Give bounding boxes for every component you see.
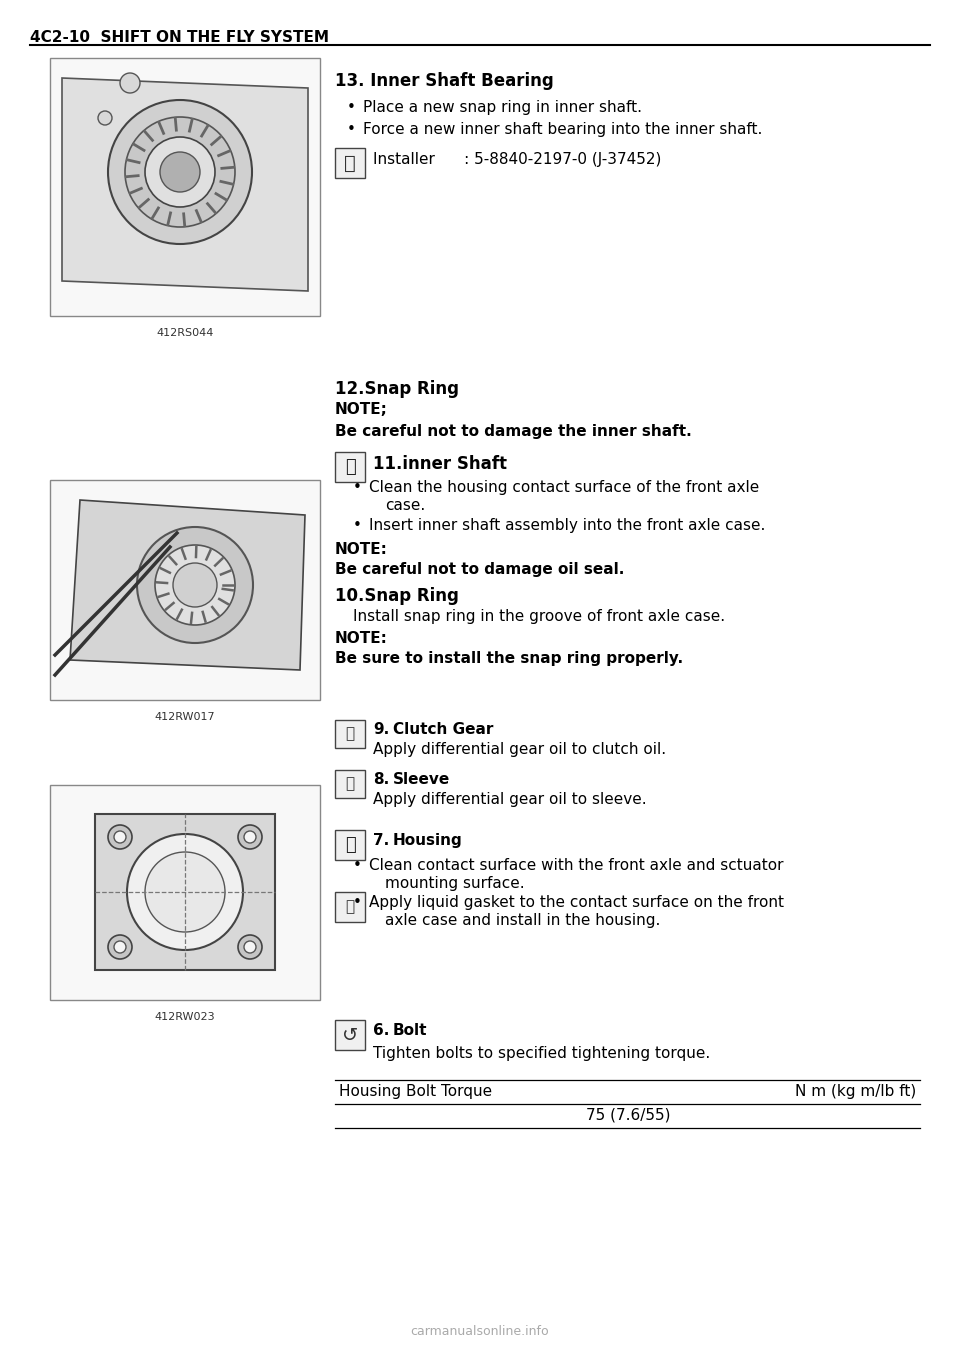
Text: 412RS044: 412RS044 xyxy=(156,329,214,338)
Text: 10.Snap Ring: 10.Snap Ring xyxy=(335,587,459,606)
Text: •: • xyxy=(347,122,356,137)
Text: mounting surface.: mounting surface. xyxy=(385,876,524,891)
Text: axle case and install in the housing.: axle case and install in the housing. xyxy=(385,913,660,928)
Circle shape xyxy=(244,941,256,953)
Bar xyxy=(335,148,365,178)
Text: 11.inner Shaft: 11.inner Shaft xyxy=(373,455,507,473)
Text: Apply differential gear oil to sleeve.: Apply differential gear oil to sleeve. xyxy=(373,792,647,807)
Circle shape xyxy=(108,100,252,244)
Text: Sleeve: Sleeve xyxy=(393,771,450,788)
Bar xyxy=(50,479,320,699)
Text: 7.: 7. xyxy=(373,832,389,847)
Polygon shape xyxy=(70,500,305,669)
Bar xyxy=(50,785,320,999)
Text: 8.: 8. xyxy=(373,771,389,788)
Bar xyxy=(50,58,320,316)
Text: •: • xyxy=(353,895,362,910)
Circle shape xyxy=(145,137,215,206)
Circle shape xyxy=(114,831,126,843)
Polygon shape xyxy=(62,77,308,291)
Circle shape xyxy=(145,851,225,932)
Text: Apply differential gear oil to clutch oil.: Apply differential gear oil to clutch oi… xyxy=(373,741,666,756)
Bar xyxy=(335,452,365,482)
Text: Install snap ring in the groove of front axle case.: Install snap ring in the groove of front… xyxy=(353,608,725,623)
Text: ✊: ✊ xyxy=(345,837,355,854)
Text: NOTE:: NOTE: xyxy=(335,631,388,646)
Text: Force a new inner shaft bearing into the inner shaft.: Force a new inner shaft bearing into the… xyxy=(363,122,762,137)
Text: Be careful not to damage oil seal.: Be careful not to damage oil seal. xyxy=(335,562,624,577)
Text: Bolt: Bolt xyxy=(393,1023,427,1038)
Circle shape xyxy=(244,831,256,843)
Bar xyxy=(335,720,365,748)
Text: Clean the housing contact surface of the front axle: Clean the housing contact surface of the… xyxy=(369,479,759,496)
Text: ↺: ↺ xyxy=(342,1025,358,1044)
Circle shape xyxy=(160,152,200,191)
Text: Be sure to install the snap ring properly.: Be sure to install the snap ring properl… xyxy=(335,650,684,665)
Text: Clean contact surface with the front axle and sctuator: Clean contact surface with the front axl… xyxy=(369,858,783,873)
Text: 75 (7.6/55): 75 (7.6/55) xyxy=(586,1108,670,1123)
Bar xyxy=(335,830,365,860)
Text: carmanualsonline.info: carmanualsonline.info xyxy=(411,1325,549,1338)
Text: 13. Inner Shaft Bearing: 13. Inner Shaft Bearing xyxy=(335,72,554,90)
Text: ⓠ: ⓠ xyxy=(346,899,354,914)
Circle shape xyxy=(137,527,253,642)
Text: •: • xyxy=(353,858,362,873)
Text: •: • xyxy=(353,479,362,496)
Circle shape xyxy=(127,834,243,951)
Text: 🛢: 🛢 xyxy=(346,777,354,792)
Text: 412RW023: 412RW023 xyxy=(155,1012,215,1023)
Text: Insert inner shaft assembly into the front axle case.: Insert inner shaft assembly into the fro… xyxy=(369,517,765,532)
Circle shape xyxy=(155,545,235,625)
Text: ✊: ✊ xyxy=(345,458,355,477)
Text: Place a new snap ring in inner shaft.: Place a new snap ring in inner shaft. xyxy=(363,100,642,115)
Text: Apply liquid gasket to the contact surface on the front: Apply liquid gasket to the contact surfa… xyxy=(369,895,784,910)
Circle shape xyxy=(108,826,132,849)
Bar xyxy=(335,892,365,922)
Text: 6.: 6. xyxy=(373,1023,390,1038)
Text: 12.Snap Ring: 12.Snap Ring xyxy=(335,380,459,398)
Text: Ⓤ: Ⓤ xyxy=(344,153,356,172)
Bar xyxy=(335,770,365,799)
Circle shape xyxy=(238,936,262,959)
Text: 🛢: 🛢 xyxy=(346,727,354,741)
Text: 4C2-10  SHIFT ON THE FLY SYSTEM: 4C2-10 SHIFT ON THE FLY SYSTEM xyxy=(30,30,329,45)
Text: •: • xyxy=(347,100,356,115)
Text: Clutch Gear: Clutch Gear xyxy=(393,722,493,737)
Circle shape xyxy=(125,117,235,227)
Text: Housing: Housing xyxy=(393,832,463,847)
Text: •: • xyxy=(353,517,362,532)
Text: 9.: 9. xyxy=(373,722,389,737)
Text: 412RW017: 412RW017 xyxy=(155,712,215,722)
Bar xyxy=(335,1020,365,1050)
Text: NOTE:: NOTE: xyxy=(335,542,388,557)
Circle shape xyxy=(238,826,262,849)
Text: Housing Bolt Torque: Housing Bolt Torque xyxy=(339,1084,492,1099)
Circle shape xyxy=(120,73,140,92)
Text: N m (kg m/lb ft): N m (kg m/lb ft) xyxy=(795,1084,916,1099)
Text: NOTE;: NOTE; xyxy=(335,402,388,417)
Bar xyxy=(95,813,275,970)
Circle shape xyxy=(114,941,126,953)
Text: case.: case. xyxy=(385,498,425,513)
Text: Installer      : 5-8840-2197-0 (J-37452): Installer : 5-8840-2197-0 (J-37452) xyxy=(373,152,661,167)
Text: Be careful not to damage the inner shaft.: Be careful not to damage the inner shaft… xyxy=(335,424,692,439)
Text: Tighten bolts to specified tightening torque.: Tighten bolts to specified tightening to… xyxy=(373,1046,710,1061)
Bar xyxy=(95,813,275,970)
Circle shape xyxy=(108,936,132,959)
Circle shape xyxy=(98,111,112,125)
Circle shape xyxy=(173,564,217,607)
